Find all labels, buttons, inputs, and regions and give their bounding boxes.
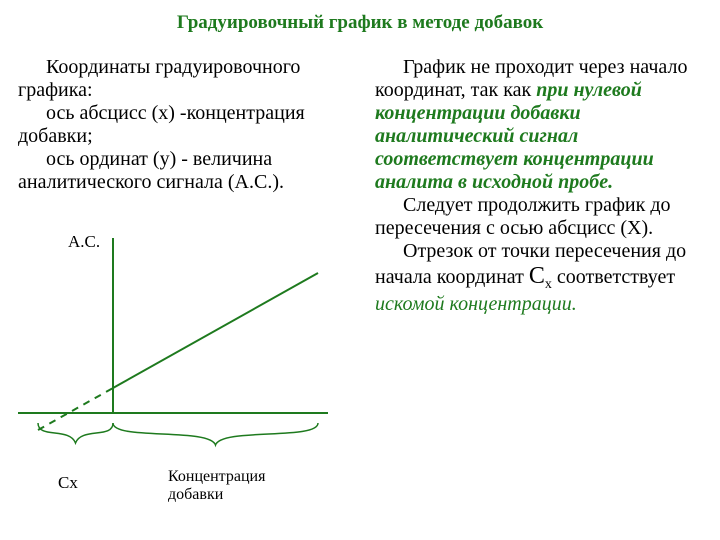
- calibration-chart: А.С. Сx Концентрация добавки: [18, 238, 358, 538]
- right-s3-em: искомой концентрации.: [375, 293, 577, 315]
- chart-svg: [18, 238, 358, 468]
- right-s1: График не проходит через начало координа…: [375, 56, 705, 194]
- left-p1: Координаты градуировочного графика:: [18, 56, 363, 102]
- left-p3: ось ординат (y) - величина аналитическог…: [18, 148, 363, 194]
- right-cx-x: x: [545, 277, 552, 292]
- right-cx-c: С: [529, 263, 545, 289]
- axis-label-ac: А.С.: [68, 232, 100, 252]
- right-column: График не проходит через начало координа…: [375, 56, 705, 316]
- page-title: Градуировочный график в методе добавок: [0, 12, 720, 34]
- axis-label-concentration: Концентрация добавки: [168, 468, 288, 503]
- left-p2: ось абсцисс (x) -концентрация добавки;: [18, 102, 363, 148]
- left-column: Координаты градуировочного графика: ось …: [18, 56, 363, 194]
- right-s2: Следует продолжить график до пересечения…: [375, 194, 705, 240]
- right-s3: Отрезок от точки пересечения до начала к…: [375, 240, 705, 316]
- axis-label-cx: Сx: [58, 473, 78, 493]
- right-s3b: соответствует: [552, 266, 675, 288]
